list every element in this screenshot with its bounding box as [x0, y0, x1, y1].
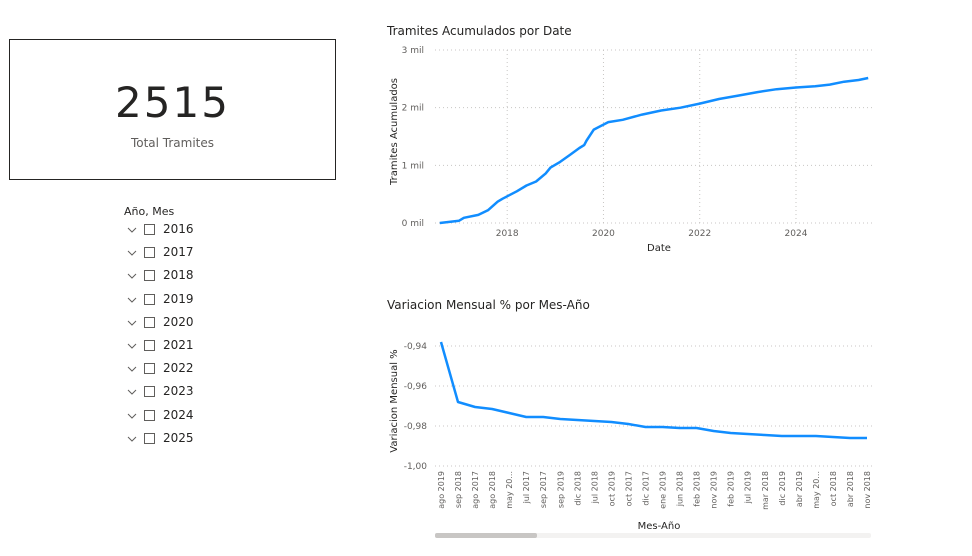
x-tick-label: mar 2018 [761, 471, 770, 510]
x-tick-label: dic 2017 [641, 471, 650, 506]
x-tick-label: abr 2018 [846, 471, 855, 507]
slicer-item-2016[interactable]: 2016 [124, 221, 304, 244]
total-tramites-card: 2515 Total Tramites [9, 39, 336, 180]
x-tick-label: jun 2018 [676, 471, 685, 507]
x-tick-label: 2024 [785, 229, 808, 239]
chevron-down-icon[interactable] [127, 434, 137, 444]
x-tick-label: oct 2017 [624, 471, 633, 506]
chevron-down-icon[interactable] [127, 271, 137, 281]
slicer-item-label: 2024 [163, 407, 194, 422]
y-tick-label: -0,94 [404, 342, 428, 352]
y-tick-label: 0 mil [402, 219, 424, 229]
y-tick-label: 3 mil [402, 46, 424, 56]
chevron-down-icon[interactable] [127, 387, 137, 397]
y-tick-label: -1,00 [404, 462, 428, 472]
slicer-item-label: 2019 [163, 291, 194, 306]
x-tick-label: abr 2019 [795, 471, 804, 507]
x-tick-label: sep 2019 [556, 471, 565, 508]
checkbox[interactable] [144, 363, 155, 375]
x-axis-label: Date [647, 243, 671, 254]
x-tick-label: ago 2017 [471, 471, 480, 509]
slicer-item-label: 2018 [163, 268, 194, 283]
x-tick-label: 2022 [688, 229, 711, 239]
chevron-down-icon[interactable] [127, 318, 137, 328]
x-tick-label: ago 2018 [488, 471, 497, 509]
x-tick-label: jul 2019 [744, 471, 753, 504]
checkbox[interactable] [144, 293, 155, 305]
card-value: 2515 [115, 78, 230, 127]
chevron-down-icon[interactable] [127, 364, 137, 374]
slicer-item-2025[interactable]: 2025 [124, 430, 304, 453]
slicer-item-2017[interactable]: 2017 [124, 244, 304, 267]
x-tick-label: oct 2019 [607, 471, 616, 506]
slicer-item-label: 2021 [163, 337, 194, 352]
x-tick-label: may 20... [812, 471, 821, 509]
y-tick-label: 2 mil [402, 104, 424, 114]
cumulative-line-chart: 0 mil 1 mil 2 mil 3 mil 2018 2020 2022 2024 Date… [389, 46, 873, 254]
x-tick-label: may 20... [505, 471, 514, 509]
x-tick-label: feb 2018 [693, 471, 702, 507]
series-line [439, 76, 869, 225]
x-tick-label: sep 2018 [454, 471, 463, 508]
chevron-down-icon[interactable] [127, 341, 137, 351]
scrollbar-track[interactable] [435, 533, 871, 538]
checkbox[interactable] [144, 339, 155, 351]
chevron-down-icon[interactable] [127, 295, 137, 305]
x-tick-label: feb 2019 [727, 471, 736, 507]
x-tick-label: nov 2018 [863, 471, 872, 509]
scrollbar-thumb[interactable] [435, 533, 537, 538]
slicer-item-label: 2022 [163, 361, 194, 376]
y-tick-label: 1 mil [402, 161, 424, 171]
checkbox[interactable] [144, 386, 155, 398]
card-label: Total Tramites [130, 136, 215, 150]
x-tick-label: dic 2019 [778, 471, 787, 506]
checkbox[interactable] [144, 224, 155, 235]
slicer-title: Año, Mes [124, 205, 175, 218]
slicer-item-label: 2023 [163, 384, 194, 399]
slicer-item-2019[interactable]: 2019 [124, 291, 304, 314]
y-tick-label: -0,98 [404, 422, 428, 432]
x-tick-label: ago 2019 [437, 471, 446, 509]
slicer-item-2022[interactable]: 2022 [124, 360, 304, 383]
chevron-down-icon[interactable] [127, 225, 137, 235]
checkbox[interactable] [144, 247, 155, 259]
variation-chart-title: Variacion Mensual % por Mes-Año [387, 298, 590, 312]
slicer-item-2024[interactable]: 2024 [124, 407, 304, 430]
chevron-down-icon[interactable] [127, 248, 137, 258]
x-tick-label: dic 2018 [573, 471, 582, 506]
slicer-item-2020[interactable]: 2020 [124, 314, 304, 337]
x-tick-label: 2018 [496, 229, 519, 239]
slicer-item-label: 2025 [163, 430, 194, 445]
checkbox[interactable] [144, 432, 155, 444]
x-tick-label: nov 2019 [710, 471, 719, 509]
series-line [439, 341, 867, 440]
x-tick-label: sep 2017 [539, 471, 548, 508]
x-tick-label: oct 2018 [829, 471, 838, 506]
checkbox[interactable] [144, 409, 155, 421]
slicer-item-2021[interactable]: 2021 [124, 337, 304, 360]
x-tick-label: ene 2019 [659, 471, 668, 509]
checkbox[interactable] [144, 270, 155, 282]
slicer-item-label: 2020 [163, 314, 194, 329]
x-tick-label: 2020 [592, 229, 615, 239]
slicer-item-2023[interactable]: 2023 [124, 383, 304, 406]
year-month-slicer: Año, Mes 2016 2017 2018 2019 2020 2021 2022 202… [124, 203, 304, 453]
chevron-down-icon[interactable] [127, 411, 137, 421]
checkbox[interactable] [144, 316, 155, 328]
y-axis-label: Variacion Mensual % [389, 349, 400, 452]
slicer-item-label: 2017 [163, 245, 194, 260]
cumulative-chart-title: Tramites Acumulados por Date [387, 24, 572, 38]
x-tick-label: jul 2018 [590, 471, 599, 504]
slicer-item-2018[interactable]: 2018 [124, 267, 304, 290]
y-axis-label: Tramites Acumulados [389, 78, 400, 186]
monthly-variation-line-chart: -1,00 -0,98 -0,96 -0,94 ago 2019 sep 2018 ago … [389, 341, 873, 538]
slicer-item-label: 2016 [163, 222, 194, 236]
x-tick-label: jul 2017 [522, 471, 531, 504]
y-tick-label: -0,96 [404, 382, 428, 392]
x-axis-label: Mes-Año [638, 521, 681, 532]
